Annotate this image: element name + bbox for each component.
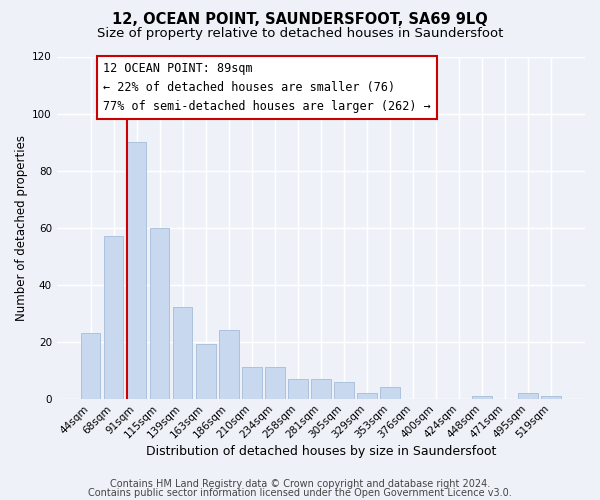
Bar bbox=[357, 393, 377, 398]
X-axis label: Distribution of detached houses by size in Saundersfoot: Distribution of detached houses by size … bbox=[146, 444, 496, 458]
Text: Size of property relative to detached houses in Saundersfoot: Size of property relative to detached ho… bbox=[97, 28, 503, 40]
Text: 12 OCEAN POINT: 89sqm
← 22% of detached houses are smaller (76)
77% of semi-deta: 12 OCEAN POINT: 89sqm ← 22% of detached … bbox=[103, 62, 431, 113]
Bar bbox=[265, 368, 284, 398]
Bar bbox=[472, 396, 492, 398]
Bar bbox=[127, 142, 146, 399]
Text: 12, OCEAN POINT, SAUNDERSFOOT, SA69 9LQ: 12, OCEAN POINT, SAUNDERSFOOT, SA69 9LQ bbox=[112, 12, 488, 28]
Text: Contains HM Land Registry data © Crown copyright and database right 2024.: Contains HM Land Registry data © Crown c… bbox=[110, 479, 490, 489]
Bar bbox=[311, 378, 331, 398]
Bar bbox=[150, 228, 169, 398]
Bar bbox=[334, 382, 354, 398]
Bar bbox=[541, 396, 561, 398]
Bar bbox=[196, 344, 215, 399]
Bar bbox=[288, 378, 308, 398]
Bar bbox=[219, 330, 239, 398]
Bar bbox=[81, 333, 100, 398]
Bar bbox=[380, 387, 400, 398]
Bar bbox=[518, 393, 538, 398]
Bar bbox=[242, 368, 262, 398]
Bar bbox=[173, 308, 193, 398]
Y-axis label: Number of detached properties: Number of detached properties bbox=[15, 134, 28, 320]
Bar bbox=[104, 236, 124, 398]
Text: Contains public sector information licensed under the Open Government Licence v3: Contains public sector information licen… bbox=[88, 488, 512, 498]
